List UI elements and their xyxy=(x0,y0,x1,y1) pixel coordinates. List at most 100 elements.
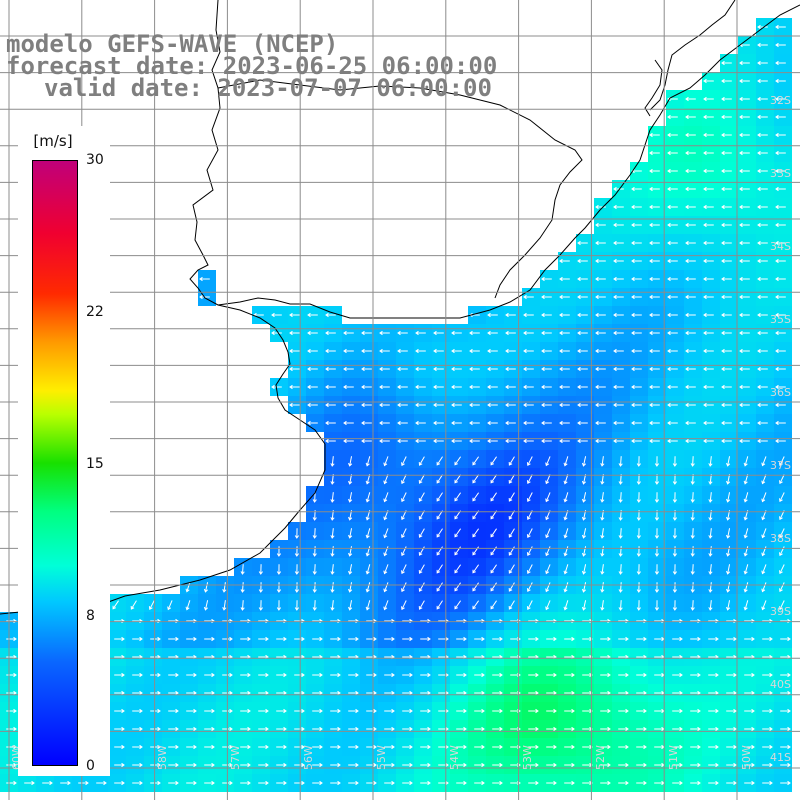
wind-arrow xyxy=(667,384,678,390)
wind-arrow xyxy=(559,330,570,336)
wind-arrow xyxy=(631,276,642,282)
wind-arrow xyxy=(545,492,551,503)
wind-arrow xyxy=(780,690,791,696)
wind-arrow xyxy=(654,492,660,503)
wind-arrow xyxy=(384,744,395,750)
wind-arrow xyxy=(636,582,641,593)
wind-arrow xyxy=(433,366,444,372)
wind-arrow xyxy=(703,330,714,336)
wind-arrow xyxy=(348,456,353,467)
wind-arrow xyxy=(577,258,588,264)
wind-arrow xyxy=(24,780,35,786)
wind-arrow xyxy=(775,78,786,84)
wind-arrow xyxy=(366,762,377,768)
wind-arrow xyxy=(672,744,683,750)
wind-arrow xyxy=(595,294,606,300)
wind-arrow xyxy=(600,474,605,485)
wind-arrow xyxy=(757,384,768,390)
wind-arrow xyxy=(418,492,425,502)
wind-arrow xyxy=(6,690,17,696)
wind-arrow xyxy=(456,690,467,696)
wind-arrow xyxy=(581,546,587,557)
wind-arrow xyxy=(708,780,719,786)
wind-arrow xyxy=(546,726,557,732)
wind-arrow xyxy=(559,258,570,264)
legend-tick: 15 xyxy=(86,456,104,472)
wind-arrow xyxy=(563,456,569,467)
wind-arrow xyxy=(690,492,695,503)
wind-arrow xyxy=(613,222,624,228)
wind-arrow xyxy=(474,762,485,768)
wind-arrow xyxy=(618,708,629,714)
wind-arrow xyxy=(523,402,534,408)
wind-arrow xyxy=(325,438,336,444)
wind-arrow xyxy=(330,618,341,624)
wind-arrow xyxy=(667,294,678,300)
wind-arrow xyxy=(168,762,179,768)
wind-arrow xyxy=(775,240,786,246)
wind-arrow xyxy=(703,204,714,210)
wind-arrow xyxy=(726,744,737,750)
wind-arrow xyxy=(112,600,119,610)
wind-arrow xyxy=(775,294,786,300)
wind-arrow xyxy=(739,438,750,444)
wind-arrow xyxy=(685,204,696,210)
wind-arrow xyxy=(343,330,354,336)
wind-arrow xyxy=(708,618,719,624)
wind-arrow xyxy=(472,582,480,592)
wind-arrow xyxy=(132,690,143,696)
wind-arrow xyxy=(685,420,696,426)
wind-arrow xyxy=(721,330,732,336)
wind-arrow xyxy=(508,582,515,592)
wind-arrow xyxy=(456,636,467,642)
wind-arrow xyxy=(667,258,678,264)
wind-arrow xyxy=(685,384,696,390)
wind-arrow xyxy=(545,564,551,575)
wind-arrow xyxy=(451,348,462,354)
wind-arrow xyxy=(348,492,353,503)
wind-arrow xyxy=(415,402,426,408)
wind-arrow xyxy=(631,330,642,336)
wind-arrow xyxy=(312,726,323,732)
wind-arrow xyxy=(312,744,323,750)
wind-arrow xyxy=(631,402,642,408)
wind-arrow xyxy=(490,600,497,610)
wind-arrow xyxy=(456,780,467,786)
model-title: modelo GEFS-WAVE (NCEP) xyxy=(6,30,339,58)
wind-arrow xyxy=(186,672,197,678)
wind-arrow xyxy=(438,672,449,678)
wind-arrow xyxy=(397,420,408,426)
wind-arrow xyxy=(383,564,389,575)
wind-arrow xyxy=(757,276,768,282)
wind-arrow xyxy=(703,294,714,300)
wind-arrow xyxy=(330,456,335,467)
wind-arrow xyxy=(708,528,713,539)
wind-arrow xyxy=(508,528,515,538)
wind-arrow xyxy=(721,114,732,120)
wind-arrow xyxy=(294,528,299,539)
wind-arrow xyxy=(541,330,552,336)
wind-arrow xyxy=(526,474,533,485)
colorbar-legend: [m/s] 30 22 15 8 0 xyxy=(18,126,110,776)
wind-arrow xyxy=(330,672,341,678)
wind-arrow xyxy=(523,384,534,390)
wind-arrow xyxy=(365,546,371,557)
wind-arrow xyxy=(559,402,570,408)
wind-arrow xyxy=(276,618,287,624)
wind-arrow xyxy=(474,708,485,714)
wind-arrow xyxy=(631,186,642,192)
wind-arrow xyxy=(775,384,786,390)
coastline-path xyxy=(217,4,800,319)
wind-arrow xyxy=(743,546,749,557)
wind-arrow xyxy=(523,366,534,372)
wind-arrow xyxy=(685,258,696,264)
wind-arrow xyxy=(739,222,750,228)
wind-arrow xyxy=(186,690,197,696)
wind-arrow xyxy=(276,546,282,557)
wind-arrow xyxy=(703,168,714,174)
wind-arrow xyxy=(240,672,251,678)
wind-arrow xyxy=(541,384,552,390)
wind-arrow xyxy=(490,474,497,484)
wind-arrow xyxy=(148,600,155,610)
wind-arrow xyxy=(289,384,300,390)
